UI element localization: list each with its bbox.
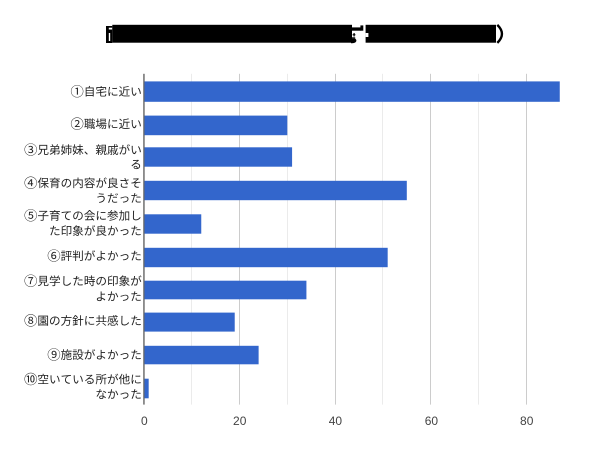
svg-text:40: 40 [329,414,343,428]
svg-text:60: 60 [425,414,439,428]
svg-text:80: 80 [520,414,534,428]
svg-text:20: 20 [233,414,247,428]
svg-text:0: 0 [141,414,148,428]
